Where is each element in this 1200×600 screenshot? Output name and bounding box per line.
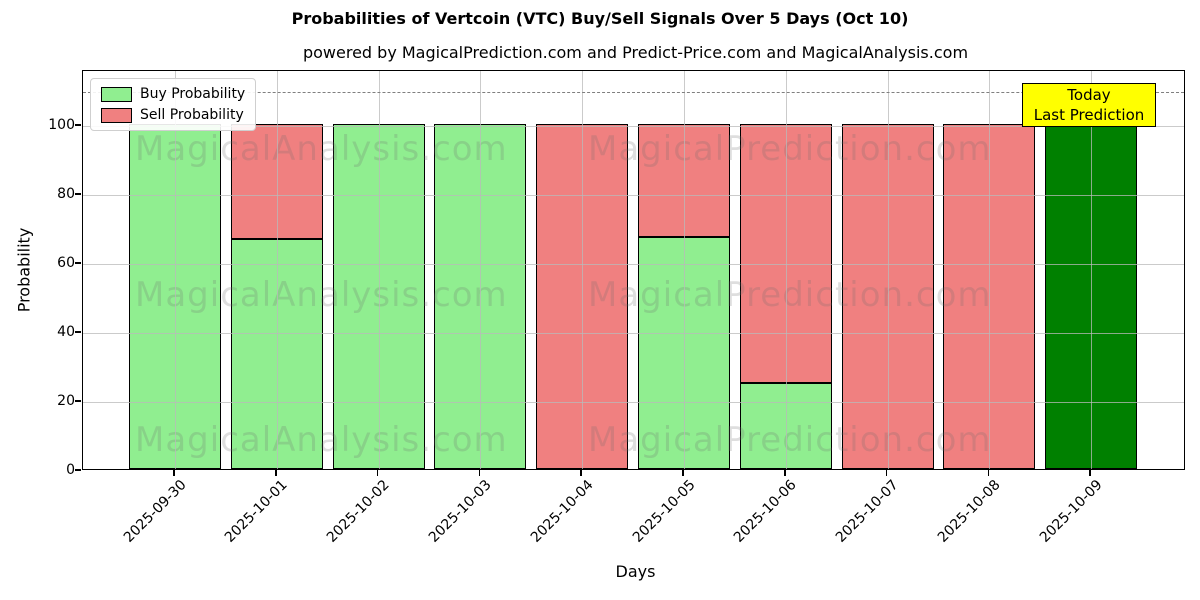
gridline-vertical bbox=[582, 71, 584, 469]
legend-item: Buy Probability bbox=[101, 86, 245, 102]
x-tick-label: 2025-09-30 bbox=[120, 477, 190, 546]
x-tick-mark bbox=[885, 470, 888, 476]
gridline-vertical bbox=[989, 71, 991, 469]
watermark-right-row2: MagicalPrediction.com bbox=[588, 274, 992, 315]
gridline-horizontal bbox=[83, 402, 1184, 404]
y-tick-mark bbox=[75, 331, 81, 333]
watermark-left-row2: MagicalAnalysis.com bbox=[135, 274, 508, 315]
gridline-vertical bbox=[684, 71, 685, 469]
dashed-threshold-line bbox=[83, 91, 1184, 93]
y-tick-mark bbox=[75, 469, 81, 471]
legend-item-label: Sell Probability bbox=[140, 107, 244, 123]
chart-subtitle: powered by MagicalPrediction.com and Pre… bbox=[302, 43, 969, 62]
gridline-vertical bbox=[276, 71, 278, 469]
gridline-vertical bbox=[480, 71, 482, 469]
legend-swatch-icon bbox=[101, 86, 132, 102]
gridline-vertical bbox=[378, 71, 380, 469]
watermark-right-row1: MagicalPrediction.com bbox=[588, 129, 992, 169]
gridline-horizontal bbox=[83, 126, 1184, 128]
x-tick-label: 2025-10-01 bbox=[222, 477, 292, 546]
x-tick-mark bbox=[1089, 470, 1091, 476]
x-tick-mark bbox=[987, 470, 990, 476]
x-tick-mark bbox=[784, 470, 786, 476]
x-tick-mark bbox=[580, 470, 582, 476]
x-axis-label: Days bbox=[615, 562, 656, 581]
gridline-horizontal bbox=[83, 333, 1184, 335]
y-tick-mark bbox=[75, 400, 81, 402]
today-annotation-line1: Today bbox=[1067, 86, 1111, 104]
y-tick-label: 60 bbox=[57, 255, 75, 272]
gridline-vertical bbox=[1091, 71, 1093, 469]
watermark-left-row3: MagicalAnalysis.com bbox=[135, 420, 508, 460]
x-tick-label: 2025-10-03 bbox=[425, 477, 495, 546]
y-tick-label: 0 bbox=[66, 462, 75, 478]
watermark-right-row3: MagicalPrediction.com bbox=[588, 420, 992, 460]
y-tick-mark bbox=[75, 124, 81, 126]
y-tick-mark bbox=[75, 193, 81, 195]
x-tick-mark bbox=[275, 470, 277, 476]
today-annotation: Today Last Prediction bbox=[1022, 83, 1156, 127]
gridline-vertical bbox=[175, 71, 176, 469]
x-tick-mark bbox=[376, 470, 379, 476]
legend-swatch-icon bbox=[101, 107, 132, 123]
legend: Buy Probability Sell Probability bbox=[90, 78, 257, 131]
watermark-left-row1: MagicalAnalysis.com bbox=[135, 129, 508, 169]
legend-item-label: Buy Probability bbox=[140, 86, 246, 102]
y-tick-label: 80 bbox=[57, 186, 75, 203]
y-tick-mark bbox=[75, 262, 81, 264]
x-tick-label: 2025-10-05 bbox=[629, 477, 699, 546]
x-tick-label: 2025-10-07 bbox=[833, 477, 902, 546]
today-annotation-line2: Last Prediction bbox=[1033, 106, 1145, 124]
legend-item: Sell Probability bbox=[101, 107, 245, 123]
x-tick-label: 2025-10-04 bbox=[527, 477, 597, 546]
plot-area: Buy Probability Sell Probability MagicalA… bbox=[82, 70, 1185, 470]
x-tick-label: 2025-10-06 bbox=[731, 477, 801, 546]
chart-title: Probabilities of Vertcoin (VTC) Buy/Sell… bbox=[291, 9, 909, 28]
y-tick-label: 20 bbox=[57, 393, 75, 410]
x-tick-mark bbox=[682, 470, 684, 476]
y-axis-label: Probability bbox=[14, 227, 34, 313]
gridline-horizontal bbox=[83, 264, 1184, 266]
x-tick-label: 2025-10-09 bbox=[1036, 477, 1106, 546]
x-tick-mark bbox=[173, 470, 175, 476]
y-tick-label: 100 bbox=[48, 117, 75, 134]
x-tick-label: 2025-10-02 bbox=[324, 477, 393, 546]
gridline-vertical bbox=[887, 71, 889, 469]
y-tick-label: 40 bbox=[57, 324, 75, 341]
gridline-vertical bbox=[785, 71, 787, 469]
x-tick-mark bbox=[478, 470, 481, 476]
gridline-horizontal bbox=[83, 195, 1184, 197]
x-tick-label: 2025-10-08 bbox=[934, 477, 1004, 546]
